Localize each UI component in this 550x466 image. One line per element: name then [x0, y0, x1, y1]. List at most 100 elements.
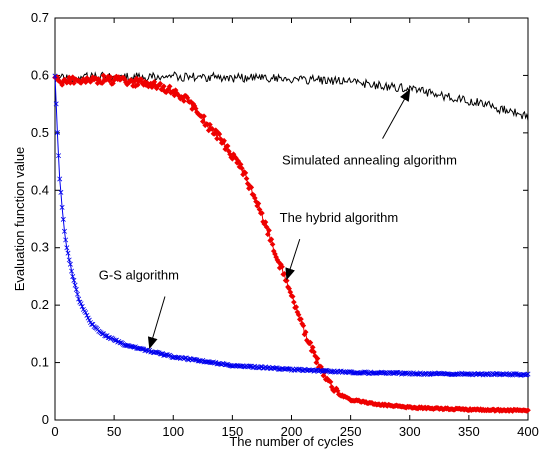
- point-marker: [100, 72, 107, 79]
- point-marker: [158, 351, 164, 357]
- point-marker: [525, 371, 531, 377]
- y-tick-label: 0.7: [31, 10, 49, 25]
- point-marker: [66, 257, 72, 263]
- annotations: Simulated annealing algorithm The hybrid …: [99, 88, 457, 350]
- point-marker: [201, 113, 207, 120]
- point-marker: [155, 350, 161, 355]
- point-marker: [289, 293, 296, 300]
- annotation: G-S algorithm: [99, 267, 179, 350]
- point-marker: [320, 372, 327, 379]
- y-axis-title: Evaluation function value: [12, 147, 27, 292]
- point-marker: [300, 322, 307, 329]
- point-marker: [258, 364, 264, 370]
- y-tick-label: 0: [42, 412, 49, 427]
- point-marker: [259, 210, 265, 216]
- point-marker: [348, 369, 354, 375]
- point-marker: [59, 204, 65, 210]
- point-marker: [309, 344, 316, 351]
- point-marker: [61, 228, 67, 234]
- point-marker: [103, 333, 109, 339]
- y-tick-label: 0.1: [31, 355, 49, 370]
- point-marker: [166, 83, 173, 90]
- annotation-label: G-S algorithm: [99, 267, 179, 282]
- point-marker: [525, 407, 531, 414]
- series-gs: [52, 73, 531, 378]
- point-marker: [107, 74, 114, 80]
- y-tick-label: 0.3: [31, 240, 49, 255]
- point-marker: [235, 158, 242, 164]
- point-marker: [327, 379, 334, 385]
- point-marker: [262, 219, 269, 225]
- point-marker: [273, 365, 279, 371]
- y-tick-label: 0.6: [31, 67, 49, 82]
- point-marker: [494, 371, 500, 377]
- point-marker: [71, 277, 77, 283]
- point-marker: [52, 73, 58, 79]
- annotation-arrow: [147, 296, 166, 350]
- point-marker: [220, 360, 226, 366]
- point-marker: [83, 310, 89, 316]
- point-marker: [79, 304, 85, 309]
- y-tick-label: 0.4: [31, 182, 49, 197]
- x-tick-label: 0: [51, 424, 58, 439]
- point-marker: [239, 165, 245, 172]
- point-marker: [69, 268, 75, 274]
- x-tick-label: 250: [340, 424, 362, 439]
- point-marker: [199, 118, 206, 125]
- point-marker: [134, 82, 141, 88]
- point-marker: [233, 155, 239, 161]
- point-marker: [193, 357, 199, 363]
- annotation-arrow: [382, 88, 411, 139]
- point-marker: [313, 359, 320, 366]
- point-marker: [248, 184, 255, 191]
- point-marker: [63, 237, 69, 243]
- point-marker: [266, 227, 272, 234]
- point-marker: [302, 329, 309, 335]
- point-marker: [291, 299, 297, 306]
- x-tick-label: 100: [162, 424, 184, 439]
- point-marker: [214, 135, 220, 142]
- x-tick-label: 350: [458, 424, 480, 439]
- point-marker: [268, 236, 275, 243]
- point-marker: [99, 80, 106, 86]
- annotation-arrow: [285, 238, 301, 281]
- annotation-label: The hybrid algorithm: [280, 210, 399, 225]
- x-tick-label: 150: [222, 424, 244, 439]
- x-tick-label: 400: [517, 424, 539, 439]
- point-marker: [67, 261, 73, 267]
- x-tick-label: 50: [107, 424, 121, 439]
- series-simulated_annealing: [54, 71, 529, 121]
- point-marker: [181, 98, 187, 104]
- point-marker: [182, 355, 188, 361]
- series-line-simulated_annealing: [54, 71, 529, 121]
- point-marker: [53, 101, 59, 107]
- point-marker: [224, 143, 231, 149]
- point-marker: [54, 130, 60, 136]
- point-marker: [140, 346, 145, 352]
- point-marker: [60, 216, 66, 222]
- point-marker: [307, 339, 314, 346]
- series-hybrid: [52, 72, 531, 414]
- point-marker: [295, 311, 302, 318]
- point-marker: [269, 241, 276, 248]
- point-marker: [65, 250, 71, 256]
- point-marker: [67, 80, 74, 86]
- point-marker: [293, 304, 300, 310]
- point-marker: [84, 312, 90, 318]
- point-marker: [279, 263, 285, 270]
- axis-ticks: 0 50 100 150 200 250 300 350 400 0 0.1 0.2 0.3 0.4 0.5…: [31, 10, 539, 439]
- annotation: Simulated annealing algorithm: [282, 88, 457, 167]
- point-marker: [242, 170, 249, 176]
- point-marker: [57, 176, 63, 182]
- point-marker: [56, 153, 62, 159]
- point-marker: [78, 301, 84, 307]
- point-marker: [73, 287, 79, 292]
- point-marker: [298, 316, 304, 322]
- point-marker: [216, 131, 223, 137]
- point-marker: [243, 175, 250, 182]
- annotation: The hybrid algorithm: [280, 210, 399, 281]
- point-marker: [70, 274, 76, 279]
- point-marker: [157, 80, 164, 87]
